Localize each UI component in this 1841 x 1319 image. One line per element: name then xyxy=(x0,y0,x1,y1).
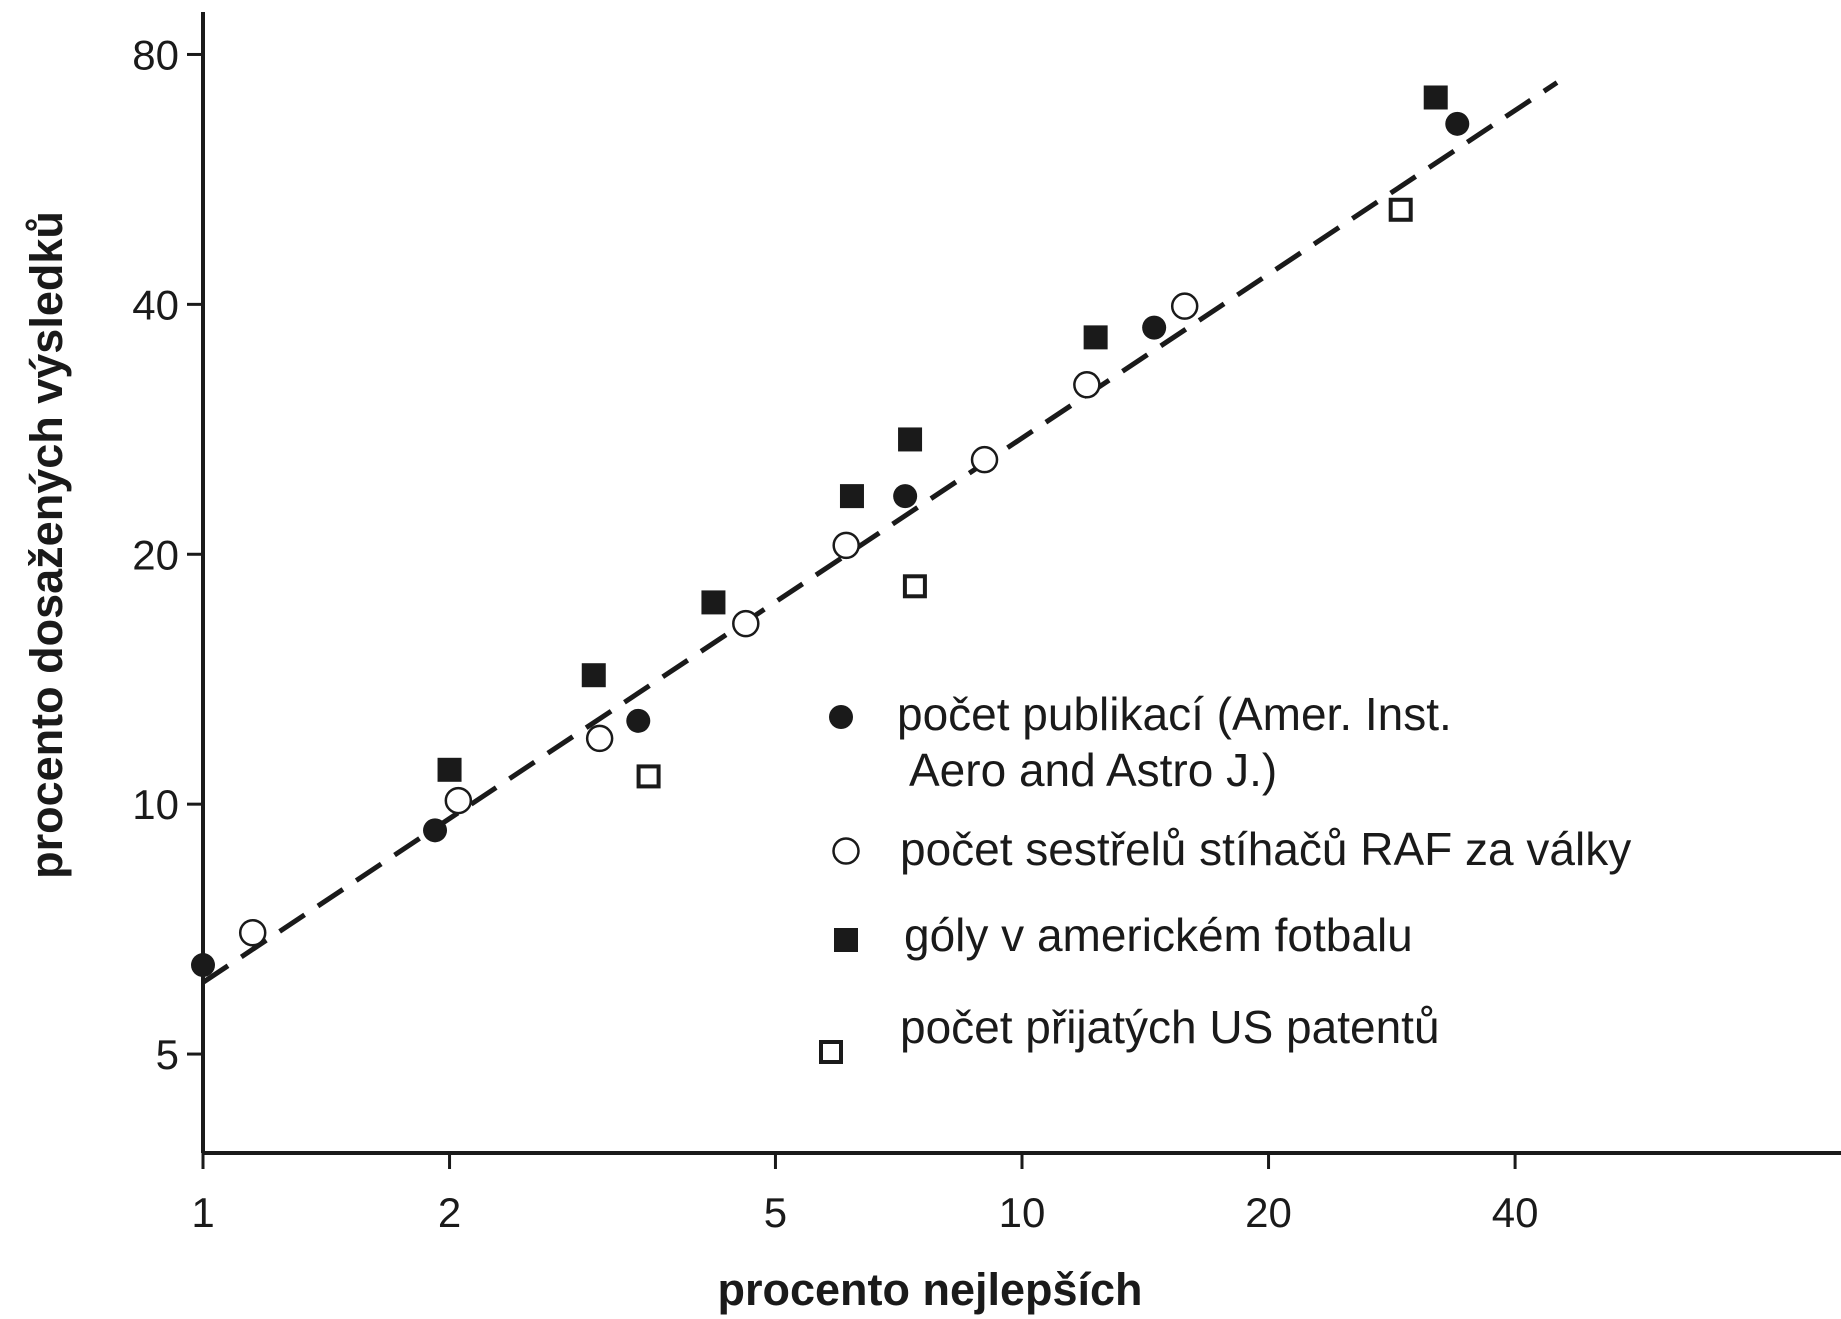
data-point-series-3 xyxy=(1423,85,1448,110)
legend-marker-3 xyxy=(834,928,858,952)
data-point-series-3 xyxy=(437,757,462,782)
legend-marker-4 xyxy=(819,1040,843,1064)
chart-axes: 1 2 5 10 20 40 5 10 20 40 80 xyxy=(132,12,1841,1236)
y-tick-label: 80 xyxy=(132,31,179,78)
data-point-series-2 xyxy=(1073,371,1101,399)
x-tick-label: 5 xyxy=(764,1189,787,1236)
y-tick-label: 40 xyxy=(132,281,179,328)
legend-label-1: počet publikací (Amer. Inst. xyxy=(897,688,1452,740)
data-point-series-2 xyxy=(444,786,473,815)
x-tick-label: 1 xyxy=(191,1189,214,1236)
data-point-series-2 xyxy=(238,919,267,947)
y-tick-label: 10 xyxy=(132,781,179,828)
x-tick-label: 20 xyxy=(1245,1189,1292,1236)
data-point-series-1 xyxy=(423,818,448,843)
chart-legend: počet publikací (Amer. Inst.Aero and Ast… xyxy=(819,688,1631,1064)
data-point-series-2 xyxy=(970,445,999,474)
data-point-series-2 xyxy=(732,609,760,638)
data-point-series-3 xyxy=(1083,325,1108,350)
x-tick-label: 2 xyxy=(438,1189,461,1236)
chart-marks xyxy=(191,80,1559,985)
data-point-series-4 xyxy=(1388,197,1413,222)
data-point-series-3 xyxy=(898,427,923,452)
data-point-series-2 xyxy=(1170,292,1199,320)
legend-label-1: Aero and Astro J.) xyxy=(909,744,1277,796)
x-tick-label: 10 xyxy=(999,1189,1046,1236)
data-point-series-2 xyxy=(585,724,614,753)
legend-label-2: počet sestřelů stíhačů RAF za války xyxy=(900,823,1631,875)
legend-marker-1 xyxy=(829,705,853,729)
data-point-series-4 xyxy=(636,764,661,789)
legend-label-4: počet přijatých US patentů xyxy=(900,1001,1440,1053)
data-point-series-1 xyxy=(1142,315,1167,340)
data-point-series-1 xyxy=(191,953,215,978)
data-point-series-3 xyxy=(581,663,606,688)
data-point-series-1 xyxy=(626,708,651,733)
data-point-series-1 xyxy=(893,484,918,509)
data-point-series-4 xyxy=(902,574,927,599)
y-tick-label: 5 xyxy=(156,1031,179,1078)
legend-marker-2 xyxy=(832,837,860,865)
trend-line xyxy=(201,80,1559,985)
x-axis-title: procento nejlepších xyxy=(717,1264,1142,1315)
data-point-series-2 xyxy=(832,531,860,560)
legend-label-3: góly v americkém fotbalu xyxy=(904,909,1413,961)
data-point-series-3 xyxy=(839,484,864,509)
data-point-series-1 xyxy=(1445,111,1470,136)
data-point-series-3 xyxy=(701,590,726,615)
y-tick-label: 20 xyxy=(132,531,179,578)
y-axis-title: procento dosažených výsledků xyxy=(21,211,72,879)
x-tick-label: 40 xyxy=(1492,1189,1539,1236)
